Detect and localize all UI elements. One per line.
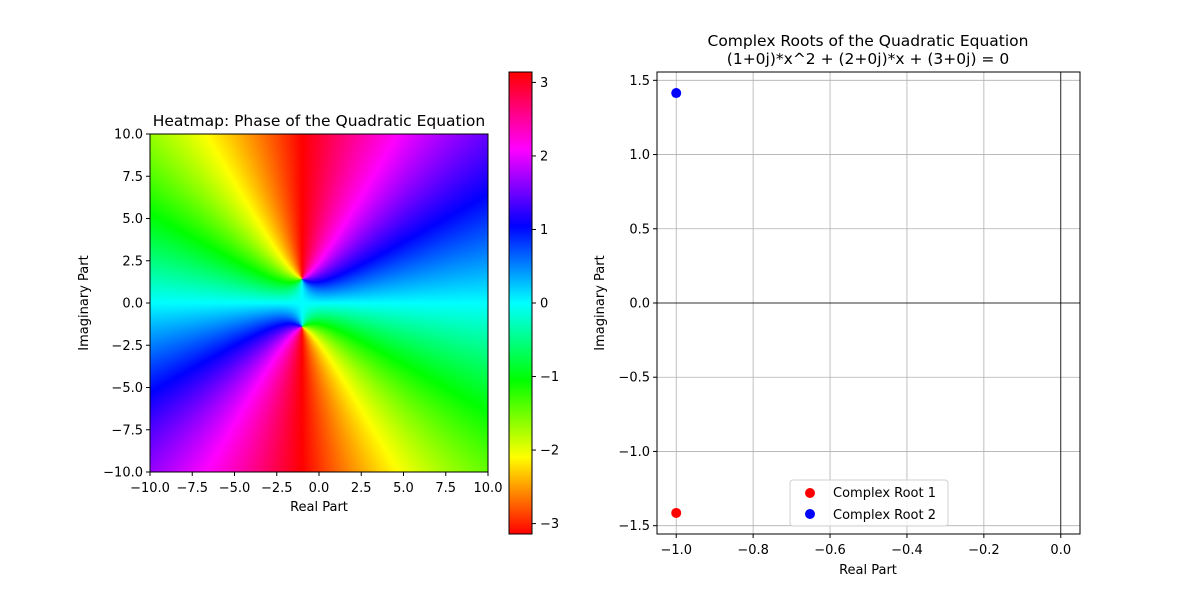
scatter-x-tick-label: 0.0 — [1050, 543, 1071, 558]
heatmap-x-tick-label: 0.0 — [309, 481, 330, 496]
heatmap-x-tick-label: −7.5 — [176, 481, 208, 496]
scatter-x-tick-label: −0.6 — [814, 543, 846, 558]
legend-label-root-2: Complex Root 2 — [833, 508, 936, 523]
heatmap-y-tick-label: 2.5 — [122, 254, 143, 269]
heatmap-x-tick-label: 7.5 — [435, 481, 456, 496]
scatter-x-tick-label: −0.8 — [737, 543, 769, 558]
scatter-zero-lines — [657, 72, 1080, 534]
scatter-title-line2: (1+0j)*x^2 + (2+0j)*x + (3+0j) = 0 — [727, 50, 1009, 68]
legend-marker-root-1 — [805, 488, 815, 498]
heatmap-x-tick-label: −5.0 — [219, 481, 251, 496]
scatter-x-axis: −1.0 −0.8 −0.6 −0.4 −0.2 0.0 — [660, 534, 1071, 558]
scatter-y-tick-label: 0.0 — [629, 297, 650, 312]
scatter-points — [671, 88, 682, 518]
scatter-y-tick-label: −1.0 — [618, 445, 650, 460]
heatmap-x-label: Real Part — [290, 500, 348, 515]
heatmap-title: Heatmap: Phase of the Quadratic Equation — [153, 112, 486, 130]
scatter-y-tick-label: −1.5 — [618, 519, 650, 534]
legend-label-root-1: Complex Root 1 — [833, 486, 936, 501]
heatmap-y-tick-label: −10.0 — [103, 466, 143, 481]
colorbar-tick-label: 0 — [540, 297, 548, 312]
heatmap-panel: Heatmap: Phase of the Quadratic Equation… — [77, 112, 502, 515]
scatter-y-axis: −1.5 −1.0 −0.5 0.0 0.5 1.0 1.5 — [618, 74, 657, 534]
heatmap-y-tick-label: 10.0 — [114, 128, 143, 143]
colorbar-tick-label: −2 — [540, 444, 559, 459]
colorbar-tick-label: 1 — [540, 223, 548, 238]
heatmap-x-tick-label: −10.0 — [130, 481, 170, 496]
heatmap-x-tick-label: 5.0 — [393, 481, 414, 496]
heatmap-y-tick-label: 0.0 — [122, 297, 143, 312]
scatter-y-tick-label: 0.5 — [629, 222, 650, 237]
colorbar-ticks: −3 −2 −1 0 1 2 3 — [532, 76, 559, 532]
scatter-y-tick-label: −0.5 — [618, 371, 650, 386]
scatter-x-tick-label: −1.0 — [660, 543, 692, 558]
heatmap-y-tick-label: −5.0 — [111, 381, 143, 396]
legend-marker-root-2 — [805, 509, 815, 519]
heatmap-x-axis: −10.0 −7.5 −5.0 −2.5 0.0 2.5 5.0 7.5 10.0 — [130, 472, 502, 496]
heatmap-x-tick-label: 10.0 — [474, 481, 503, 496]
heatmap-x-tick-label: −2.5 — [261, 481, 293, 496]
scatter-legend: Complex Root 1 Complex Root 2 — [789, 479, 949, 527]
heatmap-y-label: Imaginary Part — [77, 255, 92, 350]
colorbar-tick-label: 3 — [540, 76, 548, 91]
heatmap-y-tick-label: 7.5 — [122, 170, 143, 185]
scatter-x-label: Real Part — [839, 563, 897, 578]
colorbar-tick-label: 2 — [540, 149, 548, 164]
heatmap-image — [150, 134, 488, 472]
root-point-1 — [671, 507, 682, 518]
colorbar-tick-label: −3 — [540, 517, 559, 532]
heatmap-raster — [150, 134, 488, 472]
root-point-2 — [671, 88, 682, 99]
scatter-panel: Complex Roots of the Quadratic Equation … — [593, 32, 1081, 578]
scatter-y-label: Imaginary Part — [593, 255, 608, 350]
scatter-y-tick-label: 1.5 — [629, 74, 650, 89]
colorbar-gradient — [509, 72, 532, 534]
scatter-y-tick-label: 1.0 — [629, 148, 650, 163]
heatmap-y-tick-label: 5.0 — [122, 212, 143, 227]
colorbar-tick-label: −1 — [540, 370, 559, 385]
scatter-title-line1: Complex Roots of the Quadratic Equation — [708, 32, 1029, 50]
heatmap-y-tick-label: −2.5 — [111, 339, 143, 354]
colorbar: −3 −2 −1 0 1 2 3 — [508, 71, 559, 535]
heatmap-x-tick-label: 2.5 — [351, 481, 372, 496]
legend-box — [789, 479, 949, 527]
scatter-x-tick-label: −0.4 — [891, 543, 923, 558]
heatmap-y-tick-label: −7.5 — [111, 423, 143, 438]
scatter-x-tick-label: −0.2 — [968, 543, 1000, 558]
heatmap-y-axis: −10.0 −7.5 −5.0 −2.5 0.0 2.5 5.0 7.5 10.0 — [103, 128, 150, 481]
